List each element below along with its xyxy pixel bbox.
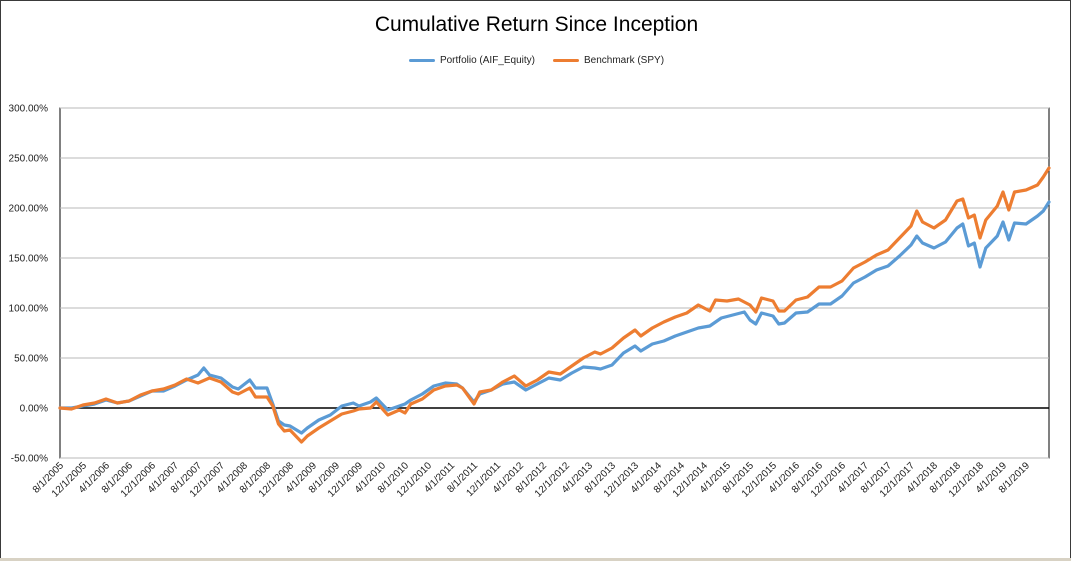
bottom-strip: [0, 558, 1071, 561]
y-axis-ticks: 300.00% 250.00% 200.00% 150.00% 100.00% 50.00…: [9, 104, 49, 465]
y-tick-label: 200.00%: [9, 204, 49, 215]
y-tick-label: 150.00%: [9, 254, 49, 265]
legend-swatch-benchmark: [553, 59, 579, 62]
y-tick-label: 50.00%: [14, 354, 48, 365]
series-line-portfolio: [58, 200, 1051, 435]
chart-legend: Portfolio (AIF_Equity) Benchmark (SPY): [1, 55, 1071, 66]
series-lines: [58, 166, 1051, 444]
legend-item-portfolio: Portfolio (AIF_Equity): [408, 55, 535, 66]
series-line-benchmark: [58, 166, 1051, 444]
legend-label-benchmark: Benchmark (SPY): [584, 55, 665, 66]
y-tick-label: 300.00%: [9, 104, 49, 115]
legend-label-portfolio: Portfolio (AIF_Equity): [439, 55, 535, 66]
y-tick-label: 250.00%: [9, 154, 49, 165]
chart-title: Cumulative Return Since Inception: [374, 13, 699, 36]
plot-border: [59, 107, 1050, 459]
grid-lines: [60, 107, 1049, 459]
y-tick-label: -50.00%: [11, 454, 48, 465]
legend-item-benchmark: Benchmark (SPY): [553, 55, 664, 66]
y-tick-label: 0.00%: [20, 404, 48, 415]
y-tick-label: 100.00%: [9, 304, 49, 315]
x-axis-ticks: 8/1/200512/1/20054/1/20068/1/200612/1/20…: [31, 460, 1033, 500]
legend-swatch-portfolio: [408, 59, 435, 62]
